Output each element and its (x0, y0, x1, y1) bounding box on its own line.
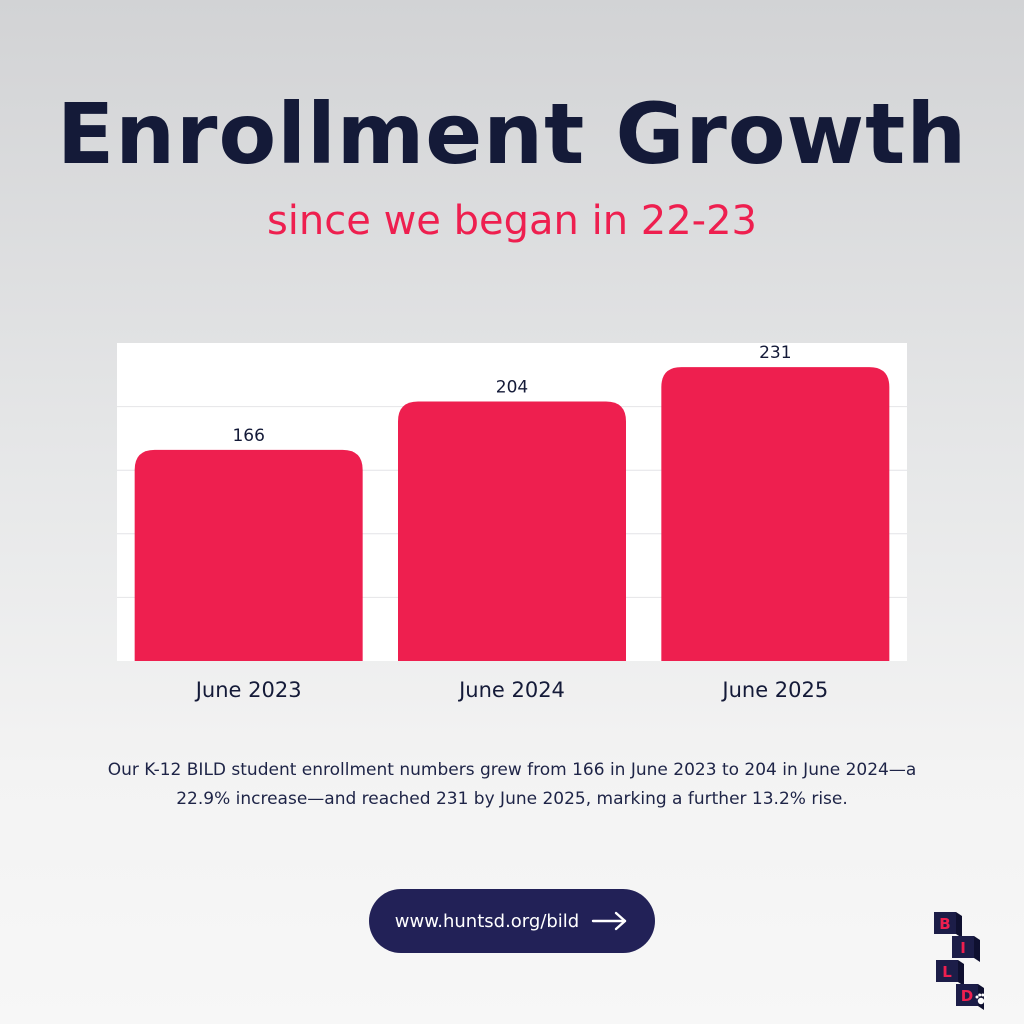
bar-june-2025 (661, 367, 890, 661)
bars (134, 367, 890, 661)
logo-block (956, 984, 978, 1006)
summary-caption: Our K-12 BILD student enrollment numbers… (107, 760, 917, 809)
logo-block-side (956, 912, 962, 938)
data-label: 231 (759, 343, 791, 363)
logo-block-side (958, 960, 964, 986)
website-link-button[interactable]: www.huntsd.org/bild (369, 889, 655, 953)
data-labels: 166 204 231 (232, 343, 791, 446)
category-label: June 2025 (720, 678, 828, 702)
category-label: June 2023 (194, 678, 302, 702)
logo-block (934, 912, 956, 934)
logo-block-side (974, 936, 980, 962)
arrow-right-icon (592, 911, 627, 931)
bar-june-2024 (398, 401, 626, 661)
logo-block (936, 960, 958, 982)
bar-june-2023 (134, 449, 363, 661)
enrollment-bar-chart: 166 204 231 June 2023 June 2024 June 2025 (117, 343, 907, 702)
category-labels: June 2023 June 2024 June 2025 (194, 678, 829, 702)
paw-icon (975, 993, 987, 1005)
logo-letter: D (961, 987, 973, 1005)
data-label: 204 (496, 378, 528, 398)
page-title: Enrollment Growth (56, 85, 968, 183)
logo-letter: I (960, 939, 966, 957)
logo-block (952, 936, 974, 958)
logo-letter: L (942, 963, 952, 981)
website-link-label: www.huntsd.org/bild (394, 910, 580, 932)
category-label: June 2024 (457, 678, 565, 702)
page-subtitle: since we began in 22-23 (266, 198, 758, 244)
logo-block-side (978, 984, 984, 1010)
data-label: 166 (232, 426, 264, 446)
logo-letter: B (939, 915, 950, 933)
bild-logo: BILD (934, 912, 987, 1010)
